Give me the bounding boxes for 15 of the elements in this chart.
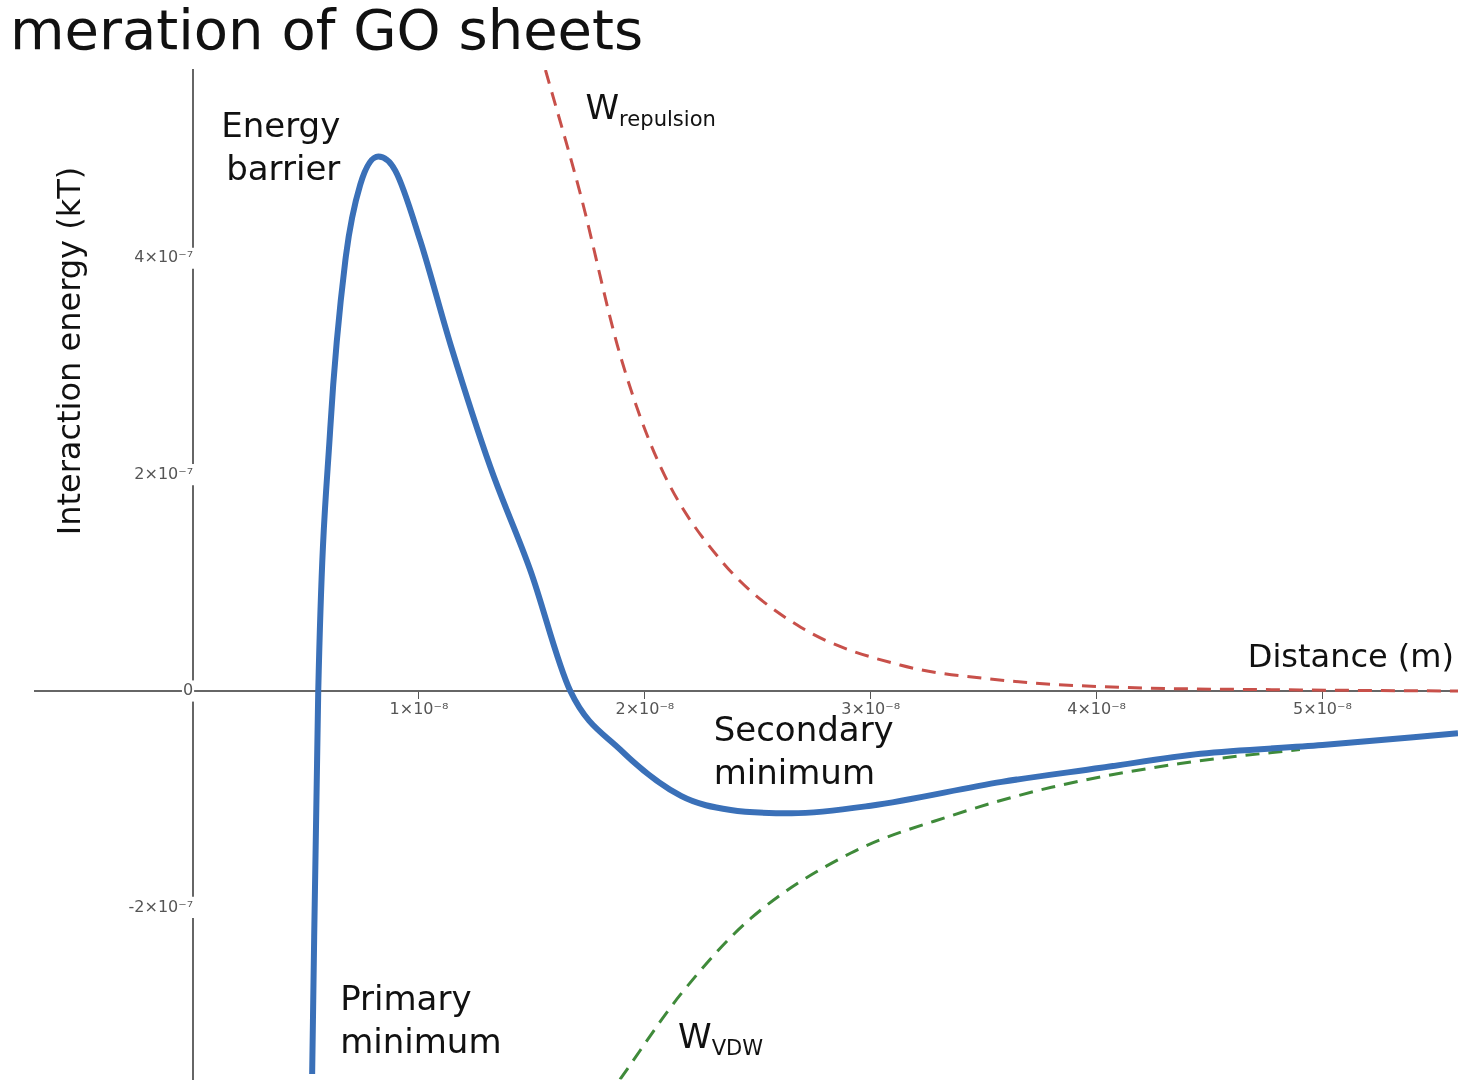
chart-title: meration of GO sheets: [10, 0, 644, 62]
x-tick-label: 2×10⁻⁸: [615, 698, 675, 718]
y-tick-label: 0: [182, 680, 194, 700]
line-series: [543, 70, 1458, 693]
line-series: [618, 747, 1302, 1080]
y-tick-label: 4×10⁻⁷: [134, 247, 194, 267]
annotation: Energy barrier: [221, 105, 341, 189]
x-tick-label: 1×10⁻⁸: [389, 698, 449, 718]
x-axis-title: Distance (m): [1247, 637, 1454, 676]
x-tick-label: 4×10⁻⁸: [1067, 698, 1127, 718]
y-axis-title: Interaction energy (kT): [50, 166, 89, 536]
y-tick-label: -2×10⁻⁷: [128, 896, 194, 916]
y-tick-label: 2×10⁻⁷: [134, 463, 194, 483]
x-tick-label: 5×10⁻⁸: [1293, 698, 1352, 718]
annotation: Primary minimum: [340, 977, 502, 1061]
